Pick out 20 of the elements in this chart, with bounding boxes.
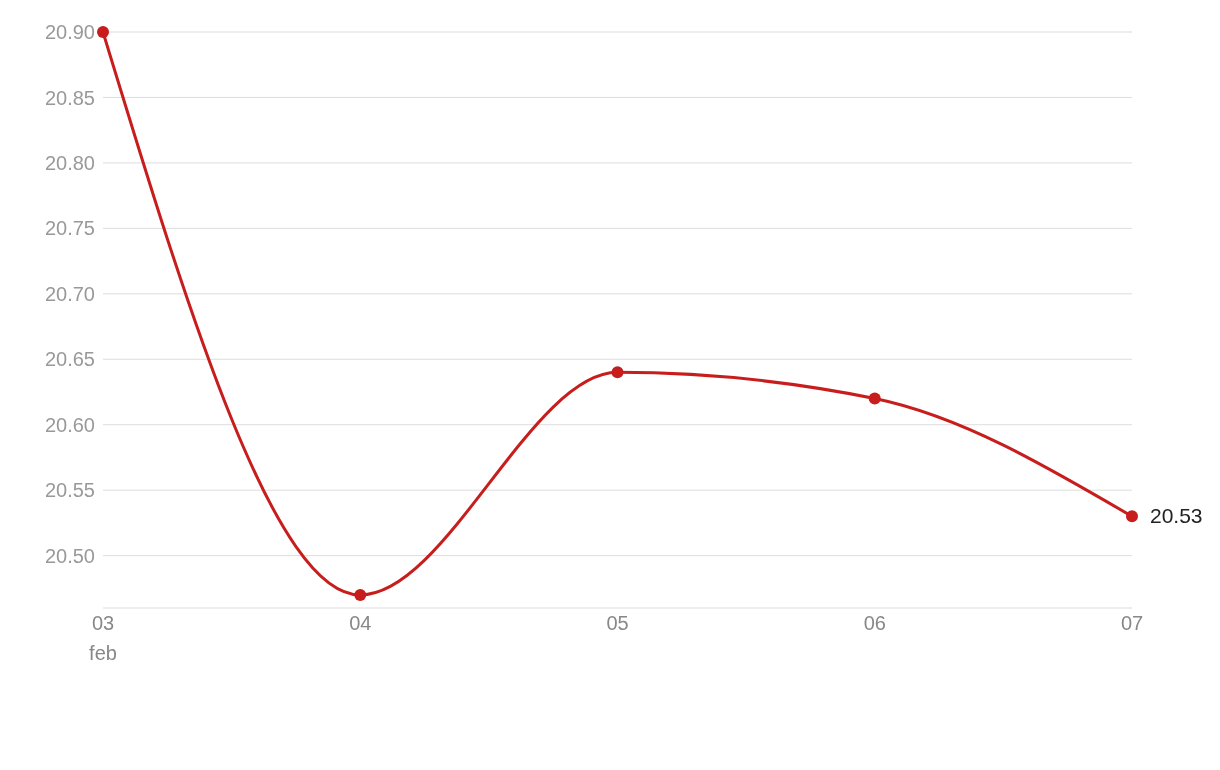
- y-tick-label: 20.90: [44, 21, 95, 44]
- x-tick-label: 03 feb: [89, 612, 117, 664]
- x-tick-label: 07: [1120, 612, 1144, 634]
- y-tick-label: 20.70: [44, 282, 95, 305]
- data-label: 20.53: [1150, 504, 1203, 528]
- y-tick-label: 20.65: [44, 348, 95, 371]
- point: [354, 588, 367, 601]
- point: [611, 366, 624, 379]
- y-tick-label: 20.75: [44, 217, 95, 240]
- y-tick-label: 20.60: [44, 413, 95, 436]
- x-tick-label: 05: [606, 612, 629, 634]
- y-tick-label: 20.85: [44, 86, 95, 109]
- x-tick-label: 06: [863, 612, 886, 634]
- point: [868, 392, 881, 405]
- y-tick-label: 20.80: [44, 152, 95, 175]
- point: [97, 26, 109, 38]
- y-tick-label: 20.50: [44, 544, 95, 567]
- y-tick-label: 20.55: [44, 479, 95, 502]
- x-tick-label: 04: [349, 612, 372, 634]
- point: [1126, 510, 1138, 523]
